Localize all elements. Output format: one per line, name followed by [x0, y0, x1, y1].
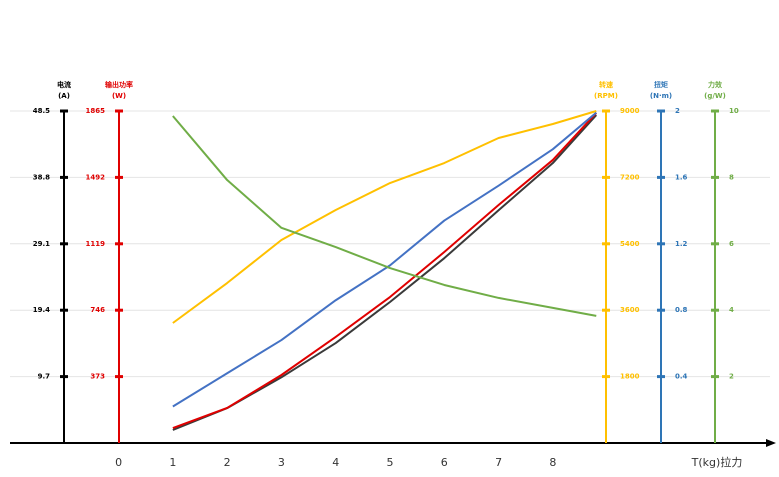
y-tick-label: 8: [729, 173, 734, 181]
y-tick-label: 9000: [620, 107, 640, 115]
y-tick-label: 1119: [86, 240, 106, 248]
y-axis-unit: (A): [58, 92, 70, 100]
y-axis-name: 扭矩: [654, 80, 668, 89]
y-axis-name: 输出功率: [105, 80, 133, 89]
y-tick-label: 38.8: [33, 173, 50, 181]
x-tick-label: 7: [495, 456, 502, 469]
y-tick-label: 10: [729, 107, 739, 115]
y-tick-label: 1492: [86, 173, 106, 181]
x-tick-label: 8: [549, 456, 556, 469]
y-tick-label: 5400: [620, 240, 640, 248]
y-axis-unit: (g/W): [704, 92, 726, 100]
y-tick-label: 1.6: [675, 173, 688, 181]
y-axis-name: 电流: [57, 80, 71, 89]
y-tick-label: 1800: [620, 373, 640, 381]
y-tick-label: 19.4: [33, 306, 50, 314]
y-axis-name: 转速: [599, 80, 613, 89]
x-tick-label: 5: [387, 456, 394, 469]
x-axis-label: T(kg)拉力: [691, 455, 743, 469]
y-tick-label: 6: [729, 240, 734, 248]
x-axis-arrow: [766, 439, 776, 447]
y-tick-label: 2: [675, 107, 680, 115]
y-axis-name: 力效: [708, 80, 723, 89]
y-tick-label: 48.5: [33, 107, 50, 115]
x-tick-label: 3: [278, 456, 285, 469]
y-tick-label: 2: [729, 373, 734, 381]
y-tick-label: 29.1: [33, 240, 50, 248]
x-tick-label: 0: [115, 456, 122, 469]
x-tick-label: 2: [224, 456, 231, 469]
y-tick-label: 1865: [86, 107, 106, 115]
y-tick-label: 0.8: [675, 306, 688, 314]
series-line: [172, 112, 598, 429]
x-tick-label: 1: [169, 456, 176, 469]
y-tick-label: 3600: [620, 306, 640, 314]
y-tick-label: 0.4: [675, 373, 688, 381]
series-line: [172, 111, 597, 408]
y-axis-unit: (RPM): [594, 92, 618, 100]
series-line: [172, 115, 597, 317]
series-line: [172, 110, 597, 324]
y-tick-label: 1.2: [675, 240, 688, 248]
x-tick-label: 4: [332, 456, 339, 469]
y-tick-label: 746: [90, 306, 105, 314]
y-axis-unit: (W): [112, 92, 126, 100]
y-axis-unit: (N·m): [650, 92, 672, 100]
y-tick-label: 4: [729, 306, 734, 314]
y-tick-label: 373: [90, 373, 105, 381]
y-tick-label: 9.7: [38, 373, 51, 381]
x-tick-label: 6: [441, 456, 448, 469]
y-tick-label: 7200: [620, 173, 640, 181]
